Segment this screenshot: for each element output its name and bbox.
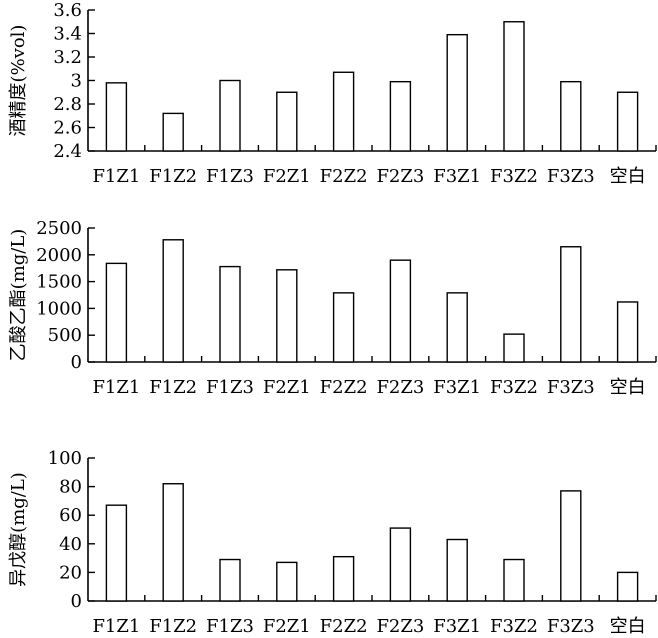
bar <box>389 259 412 363</box>
bar <box>276 561 298 602</box>
bar <box>446 538 468 602</box>
bar <box>105 262 128 363</box>
y-tick-label: 3.6 <box>53 0 82 21</box>
bar <box>560 246 582 363</box>
x-tick-label: F2Z3 <box>376 166 424 187</box>
bar <box>219 79 241 152</box>
x-tick-label: F2Z2 <box>320 377 368 398</box>
y-tick-label: 0 <box>71 352 82 373</box>
x-tick-label: F2Z3 <box>376 377 424 398</box>
bar <box>219 265 241 363</box>
x-tick-label: F3Z3 <box>547 166 595 187</box>
x-tick-label: F3Z3 <box>547 377 595 398</box>
x-tick-label: F3Z2 <box>490 166 538 187</box>
bar <box>162 239 184 363</box>
y-tick-label: 2.4 <box>53 141 82 162</box>
bar <box>503 21 525 152</box>
bar <box>162 483 184 602</box>
y-axis-title: 乙酸乙酯(mg/L) <box>8 229 29 362</box>
bar <box>503 333 525 363</box>
bar <box>332 555 355 602</box>
y-tick-label: 3.4 <box>53 24 82 45</box>
y-tick-label: 1000 <box>36 298 82 319</box>
x-tick-label: 空白 <box>610 166 646 187</box>
bar <box>389 80 412 152</box>
x-tick-label: F1Z1 <box>92 166 140 187</box>
chart-panel-3: 0 20 40 60 80 100 F1Z1 F1Z2 F1Z3 F2Z1 F2Z2 F2Z3 F3Z1… <box>8 448 657 637</box>
x-tick-label: F1Z3 <box>206 377 254 398</box>
x-tick-label: F1Z1 <box>92 616 140 637</box>
bar <box>446 292 468 363</box>
y-axis-title: 酒精度(%vol) <box>8 25 29 137</box>
x-tick-label: F1Z2 <box>149 166 197 187</box>
y-tick-label: 2.6 <box>53 118 82 139</box>
y-axis-title: 异戊醇(mg/L) <box>8 472 29 587</box>
bar <box>332 292 355 363</box>
y-tick-label: 20 <box>59 562 82 583</box>
bar <box>276 269 298 363</box>
chart-panel-2: 0 500 1000 1500 2000 2500 F1Z1 F1Z2 F1Z3 F2Z1 F2Z2… <box>8 218 657 398</box>
x-tick-label: F2Z2 <box>320 166 368 187</box>
bar <box>105 82 128 152</box>
y-tick-label: 1500 <box>36 272 82 293</box>
bar <box>162 112 184 152</box>
x-tick-label: F2Z1 <box>263 377 311 398</box>
bar <box>389 527 412 602</box>
bar <box>560 80 582 152</box>
x-tick-label: F1Z1 <box>92 377 140 398</box>
x-tick-label: F1Z3 <box>206 616 254 637</box>
x-tick-label: F3Z1 <box>433 166 481 187</box>
y-tick-label: 500 <box>48 325 82 346</box>
y-tick-label: 3.2 <box>53 47 82 68</box>
x-tick-label: F3Z2 <box>490 377 538 398</box>
bar <box>332 71 355 152</box>
x-tick-label: F3Z1 <box>433 377 481 398</box>
x-tick-label: F1Z2 <box>149 616 197 637</box>
bar <box>503 558 525 602</box>
bar <box>105 504 128 602</box>
bar <box>616 301 639 363</box>
bar <box>446 33 468 152</box>
x-tick-label: F1Z2 <box>149 377 197 398</box>
y-tick-label: 3 <box>71 71 82 92</box>
x-tick-label: F2Z1 <box>263 166 311 187</box>
y-tick-label: 2000 <box>36 245 82 266</box>
y-tick-label: 40 <box>59 534 82 555</box>
y-tick-label: 100 <box>48 448 82 469</box>
bar <box>616 571 639 602</box>
bar <box>560 490 582 602</box>
x-tick-label: F3Z2 <box>490 616 538 637</box>
x-tick-label: 空白 <box>610 616 646 637</box>
chart-panel-1: 2.42.6 2.83 3.23.4 3.6 F1Z1 F1Z2 F1Z3 F2Z1 F2Z2 F… <box>8 0 657 187</box>
bar <box>616 91 639 152</box>
y-tick-label: 2500 <box>36 218 82 239</box>
x-tick-label: 空白 <box>610 377 646 398</box>
y-tick-label: 0 <box>71 591 82 612</box>
x-tick-label: F3Z1 <box>433 616 481 637</box>
x-tick-label: F2Z3 <box>376 616 424 637</box>
y-tick-label: 2.8 <box>53 94 82 115</box>
x-tick-label: F2Z2 <box>320 616 368 637</box>
x-tick-label: F1Z3 <box>206 166 254 187</box>
bar <box>219 558 241 602</box>
y-tick-label: 60 <box>59 505 82 526</box>
y-tick-label: 80 <box>59 477 82 498</box>
bar <box>276 91 298 152</box>
x-tick-label: F3Z3 <box>547 616 595 637</box>
x-tick-label: F2Z1 <box>263 616 311 637</box>
